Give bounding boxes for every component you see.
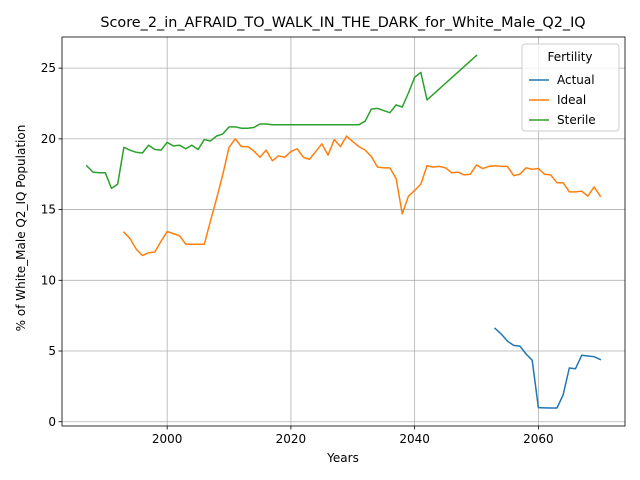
y-tick-label: 20 [41,132,56,146]
legend: Fertility Actual Ideal Sterile [521,43,620,132]
legend-title: Fertility [547,50,592,64]
legend-label-actual: Actual [557,73,595,87]
y-tick-label: 25 [41,61,56,75]
y-axis-label: % of White_Male Q2_IQ Population [14,125,28,332]
legend-label-sterile: Sterile [557,113,596,127]
y-tick-label: 0 [48,415,56,429]
x-tick-label: 2060 [523,432,554,446]
series-line-sterile [85,54,478,190]
series-line-actual [494,327,602,409]
legend-box [521,43,620,132]
chart-title: Score_2_in_AFRAID_TO_WALK_IN_THE_DARK_fo… [100,15,585,31]
x-tick-label: 2040 [399,432,430,446]
y-axis-ticks: 0 5 10 15 20 25 [41,61,62,429]
legend-label-ideal: Ideal [557,93,586,107]
series-line-ideal [122,135,602,257]
y-tick-label: 15 [41,203,56,217]
x-axis-label: Years [326,451,359,465]
x-axis-ticks: 2000 2020 2040 2060 [152,426,554,446]
x-tick-label: 2000 [152,432,183,446]
y-tick-label: 10 [41,273,56,287]
y-tick-label: 5 [48,344,56,358]
x-tick-label: 2020 [276,432,307,446]
series-lines [85,54,602,409]
legend-items: Actual Ideal Sterile [529,73,596,127]
plot-frame [61,36,626,427]
